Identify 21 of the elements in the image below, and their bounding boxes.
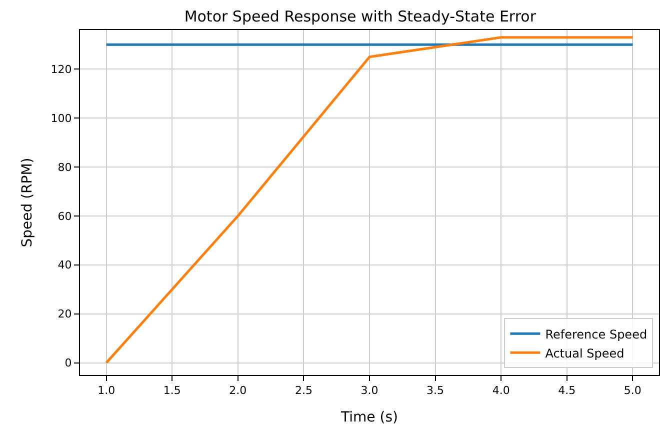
x-tick-label: 5.0 (624, 384, 642, 398)
y-tick-label: 120 (50, 63, 72, 76)
y-tick-label: 20 (58, 308, 72, 321)
x-tick-label: 3.0 (360, 384, 378, 398)
y-tick-label: 80 (58, 160, 72, 174)
x-tick-label: 4.5 (558, 384, 576, 398)
x-tick-label: 2.0 (229, 384, 247, 398)
y-axis-title: Speed (RPM) (19, 158, 36, 248)
y-tick-label: 60 (58, 210, 72, 223)
y-tick-label: 100 (50, 112, 72, 125)
y-tick-label: 0 (64, 356, 72, 370)
chart-title: Motor Speed Response with Steady-State Error (184, 7, 537, 26)
x-tick-label: 4.0 (492, 384, 510, 398)
y-tick-label: 40 (58, 258, 72, 272)
legend-label: Actual Speed (545, 346, 624, 360)
x-tick-label: 3.5 (426, 384, 444, 398)
x-axis-title: Time (s) (340, 410, 398, 426)
x-tick-label: 2.5 (294, 384, 312, 398)
legend-label: Reference Speed (545, 327, 648, 342)
x-tick-label: 1.0 (98, 384, 116, 398)
x-tick-label: 1.5 (163, 384, 181, 398)
